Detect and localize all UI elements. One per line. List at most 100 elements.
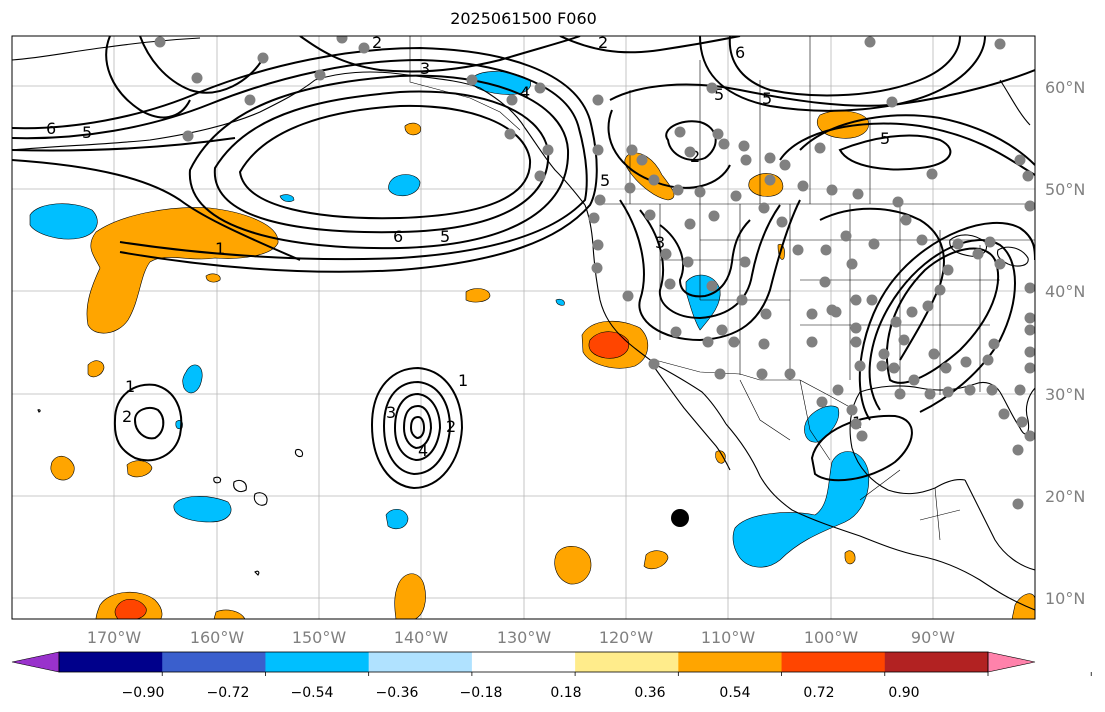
station-marker [850,418,862,430]
contour-label: 1 [125,377,135,396]
station-marker [924,388,936,400]
strong-positive-anomaly-area [114,599,147,619]
colorbar-tick-label: −0.72 [207,685,250,701]
station-marker [878,348,890,360]
negative-anomaly-area [388,174,421,197]
station-marker [257,52,269,64]
colorbar-tick-label: 0.36 [634,685,665,701]
negative-anomaly-area [385,509,409,530]
positive-anomaly-area [213,609,246,619]
contour-label: 6 [46,119,56,138]
station-marker [894,388,906,400]
station-marker [736,294,748,306]
station-marker [764,152,776,164]
station-marker [994,258,1006,270]
station-marker [906,306,918,318]
station-marker [764,174,776,186]
positive-anomaly-area [87,360,105,378]
latitude-axis: 10°N 20°N 30°N 40°N 50°N 60°N [1045,78,1085,608]
station-marker [758,338,770,350]
station-marker [942,386,954,398]
station-marker [182,130,194,142]
colorbar-segment [471,652,576,672]
station-marker [1014,384,1026,396]
station-marker [672,184,684,196]
station-marker [826,184,838,196]
station-marker [336,36,348,44]
station-marker [806,336,818,348]
lon-tick-label: 130°W [497,628,552,647]
map-frame [11,35,1036,620]
station-marker [674,126,686,138]
station-marker [864,36,876,48]
station-marker [542,144,554,156]
station-marker [886,96,898,108]
station-marker [868,238,880,250]
station-marker [814,142,826,154]
colorbar-tick-label: −0.54 [291,685,334,701]
station-marker [846,404,858,416]
colorbar-frame [58,651,989,673]
station-marker [850,294,862,306]
positive-anomaly-area [126,460,153,478]
contour-label: 6 [735,43,745,62]
station-marker [684,146,696,158]
station-marker [466,74,478,86]
station-marker [552,25,563,36]
station-marker [908,374,920,386]
station-marker [594,194,606,206]
station-marker [832,384,844,396]
station-marker [504,128,516,140]
station-marker [664,278,676,290]
station-marker [506,94,518,106]
station-marker [588,212,600,224]
contour-label: 4 [520,83,530,102]
colorbar-ticks: −0.90 −0.72 −0.54 −0.36 −0.18 0.18 0.36 … [122,685,920,701]
contour-label: 5 [762,89,772,108]
station-marker [888,362,900,374]
station-marker [940,362,952,374]
station-marker [942,264,954,276]
station-marker [1014,154,1026,166]
station-marker [728,336,740,348]
station-marker [984,236,996,248]
colorbar-segment [368,652,473,672]
station-marker [928,348,940,360]
station-marker [626,144,638,156]
station-marker [916,234,928,246]
contour-label: 4 [418,441,428,460]
station-markers [154,25,1035,510]
positive-anomaly-area [844,550,856,565]
station-marker [534,170,546,182]
colorbar-segment [781,652,886,672]
station-marker [952,238,964,250]
positive-anomaly-area [404,122,422,136]
positive-anomaly-area [1011,593,1035,619]
station-marker [926,168,938,180]
colorbar-segment [678,652,783,672]
lon-tick-label: 100°W [804,628,859,647]
station-marker [1012,444,1024,456]
lon-tick-label: 140°W [394,628,449,647]
station-marker [730,190,742,202]
station-marker [154,36,166,48]
station-marker [964,384,976,396]
station-marker [1024,312,1035,324]
station-marker [816,396,828,408]
station-marker [846,258,858,270]
colorbar-tick-label: 0.72 [803,685,834,701]
station-marker [648,174,660,186]
colorbar-segment [59,652,163,672]
contour-label: 3 [420,59,430,78]
contour-label: 2 [598,33,608,52]
longitude-axis: 170°W 160°W 150°W 140°W 130°W 120°W 110°… [87,628,955,647]
contour-label: 5 [82,123,92,142]
positive-anomaly-area [715,450,726,464]
station-marker [998,408,1010,420]
station-marker [850,322,862,334]
lon-tick-label: 110°W [701,628,756,647]
contour-label: 3 [655,233,665,252]
station-marker [1012,498,1024,510]
station-marker [922,300,934,312]
